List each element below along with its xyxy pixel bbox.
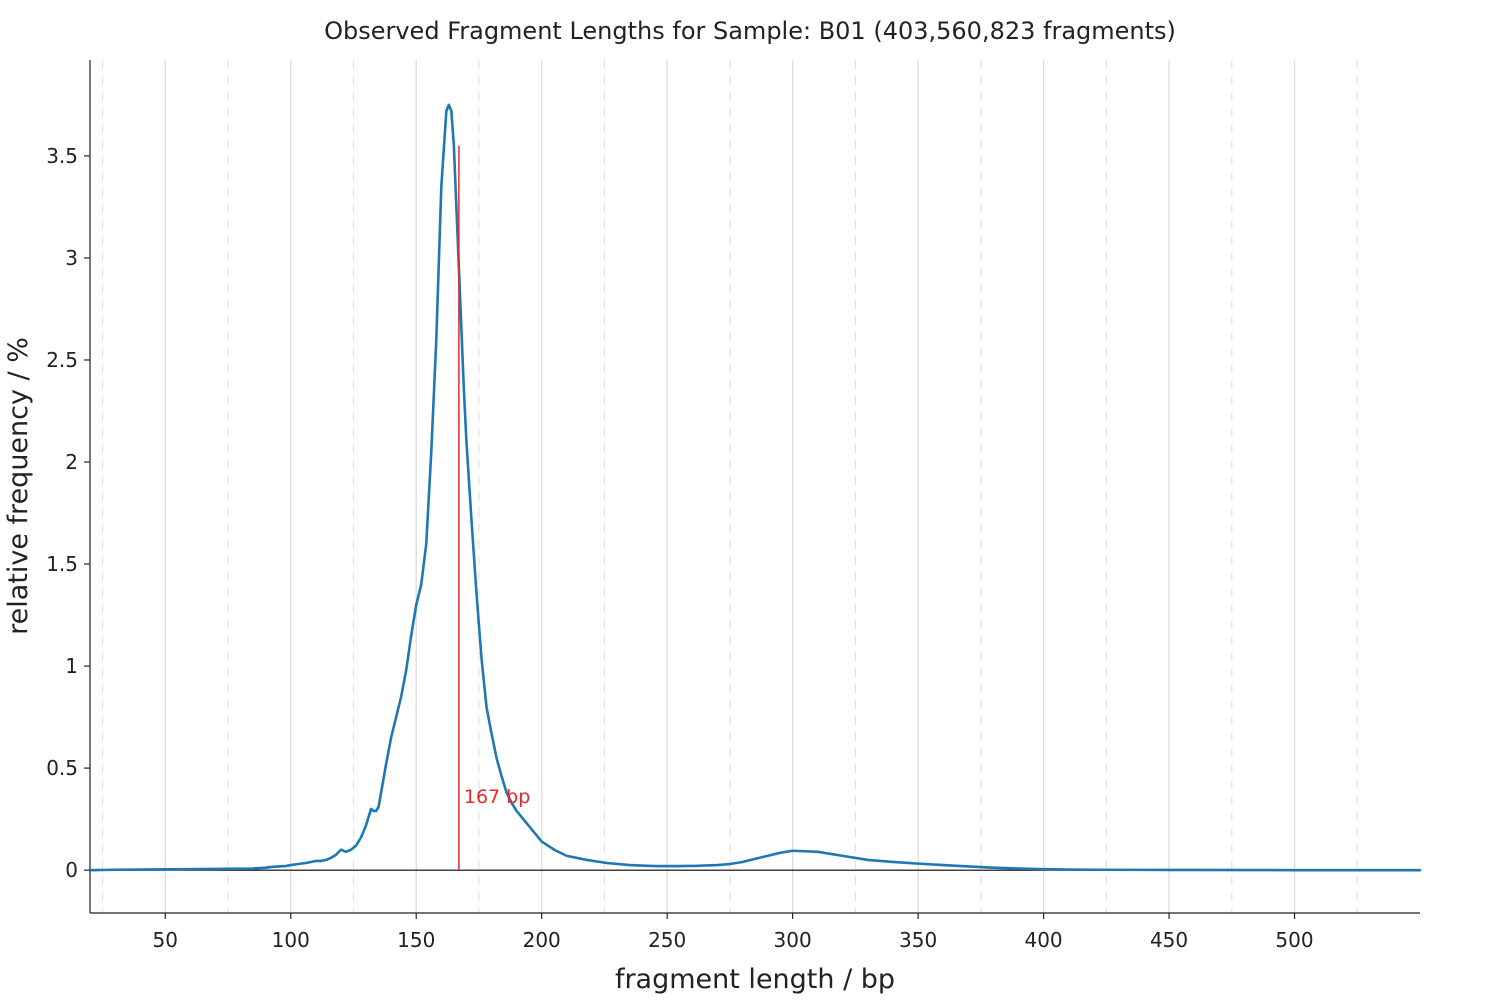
y-tick-label: 1 xyxy=(65,654,78,678)
x-tick-label: 150 xyxy=(397,928,435,952)
peak-marker-label: 167 bp xyxy=(464,786,530,808)
y-tick-label: 3.5 xyxy=(46,144,78,168)
x-tick-label: 100 xyxy=(272,928,310,952)
x-tick-label: 350 xyxy=(899,928,937,952)
x-tick-label: 200 xyxy=(523,928,561,952)
y-tick-label: 0.5 xyxy=(46,756,78,780)
y-tick-label: 3 xyxy=(65,246,78,270)
x-tick-label: 450 xyxy=(1150,928,1188,952)
x-tick-label: 50 xyxy=(153,928,178,952)
y-tick-label: 0 xyxy=(65,858,78,882)
grid-layer xyxy=(101,60,1358,913)
series-line xyxy=(88,103,1422,872)
tick-layer: 0 0.5 1 1.5 2 2.5 3 3.5 50 100 150 200 250 300 350 400 4… xyxy=(46,144,1313,952)
annotation-layer: 167 bp xyxy=(458,145,530,871)
y-tick-label: 2.5 xyxy=(46,348,78,372)
x-axis-label: fragment length / bp xyxy=(615,964,895,995)
x-tick-label: 400 xyxy=(1024,928,1062,952)
series-layer xyxy=(88,103,1422,872)
x-tick-label: 500 xyxy=(1275,928,1313,952)
x-tick-label: 250 xyxy=(648,928,686,952)
x-tick-label: 300 xyxy=(774,928,812,952)
chart-title: Observed Fragment Lengths for Sample: B0… xyxy=(324,17,1176,45)
y-tick-label: 1.5 xyxy=(46,552,78,576)
axes-layer xyxy=(89,60,1420,914)
y-tick-label: 2 xyxy=(65,450,78,474)
y-axis-label: relative frequency / % xyxy=(3,337,34,635)
